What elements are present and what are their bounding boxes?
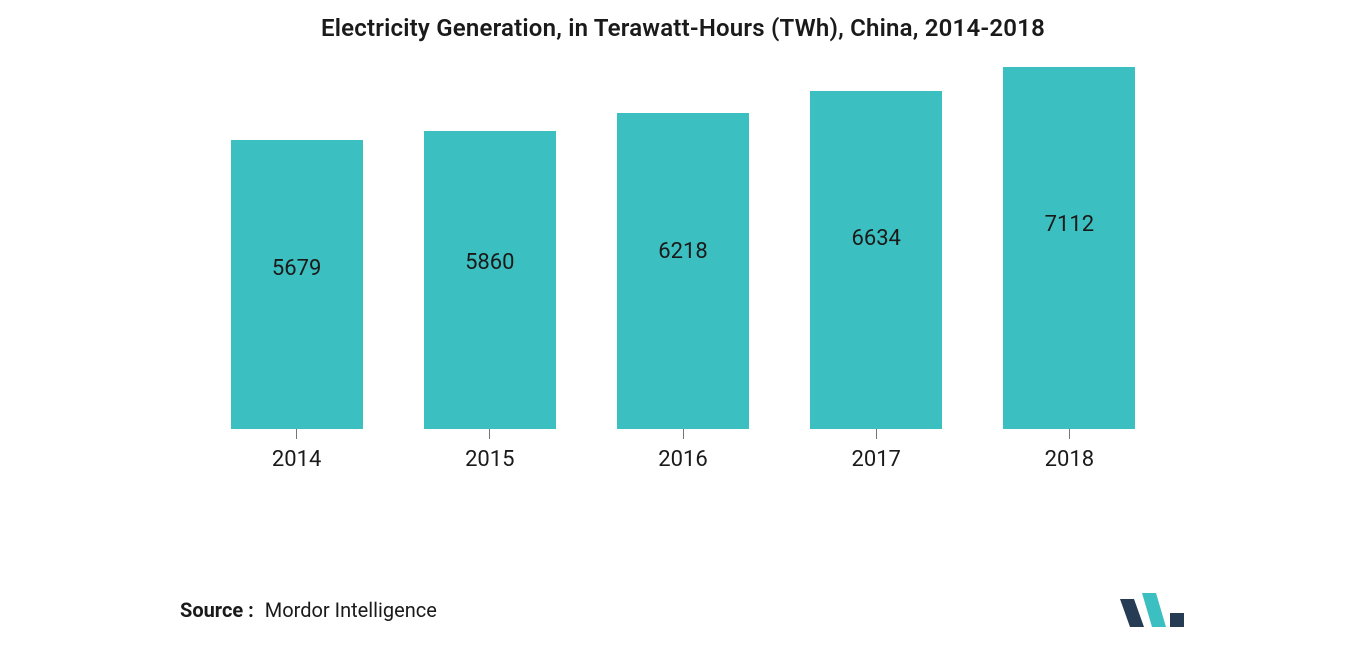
bar-value: 6634 (810, 226, 942, 251)
logo-shape-teal (1142, 593, 1166, 627)
bar-slot: 5860 2015 (393, 131, 586, 472)
x-label: 2017 (851, 447, 900, 472)
logo-shape-square (1170, 613, 1184, 627)
x-tick (296, 429, 297, 439)
bar-2018: 7112 (1003, 67, 1135, 429)
chart-area: 5679 2014 5860 2015 6218 2016 6634 2017 (200, 110, 1166, 510)
x-label: 2015 (465, 447, 514, 472)
logo-shape-dark (1120, 599, 1144, 627)
bar-value: 5860 (424, 250, 556, 275)
x-label: 2016 (658, 447, 707, 472)
source-label: Source : (180, 598, 254, 622)
bar-2016: 6218 (617, 113, 749, 429)
source-line: Source : Mordor Intelligence (180, 598, 437, 622)
bar-2017: 6634 (810, 91, 942, 429)
mordor-logo-icon (1120, 593, 1186, 627)
chart-title: Electricity Generation, in Terawatt-Hour… (0, 14, 1366, 42)
x-tick (1069, 429, 1070, 439)
x-label: 2014 (272, 447, 321, 472)
bar-value: 7112 (1003, 212, 1135, 237)
bar-slot: 6218 2016 (586, 113, 779, 472)
footer: Source : Mordor Intelligence (180, 593, 1186, 627)
bars-row: 5679 2014 5860 2015 6218 2016 6634 2017 (200, 110, 1166, 472)
bar-slot: 7112 2018 (973, 67, 1166, 472)
bar-slot: 6634 2017 (780, 91, 973, 472)
x-tick (876, 429, 877, 439)
x-label: 2018 (1045, 447, 1094, 472)
bar-slot: 5679 2014 (200, 140, 393, 472)
x-tick (683, 429, 684, 439)
x-tick (489, 429, 490, 439)
bar-value: 5679 (231, 256, 363, 281)
bar-value: 6218 (617, 239, 749, 264)
source-name: Mordor Intelligence (265, 598, 437, 622)
bar-2014: 5679 (231, 140, 363, 429)
bar-2015: 5860 (424, 131, 556, 429)
